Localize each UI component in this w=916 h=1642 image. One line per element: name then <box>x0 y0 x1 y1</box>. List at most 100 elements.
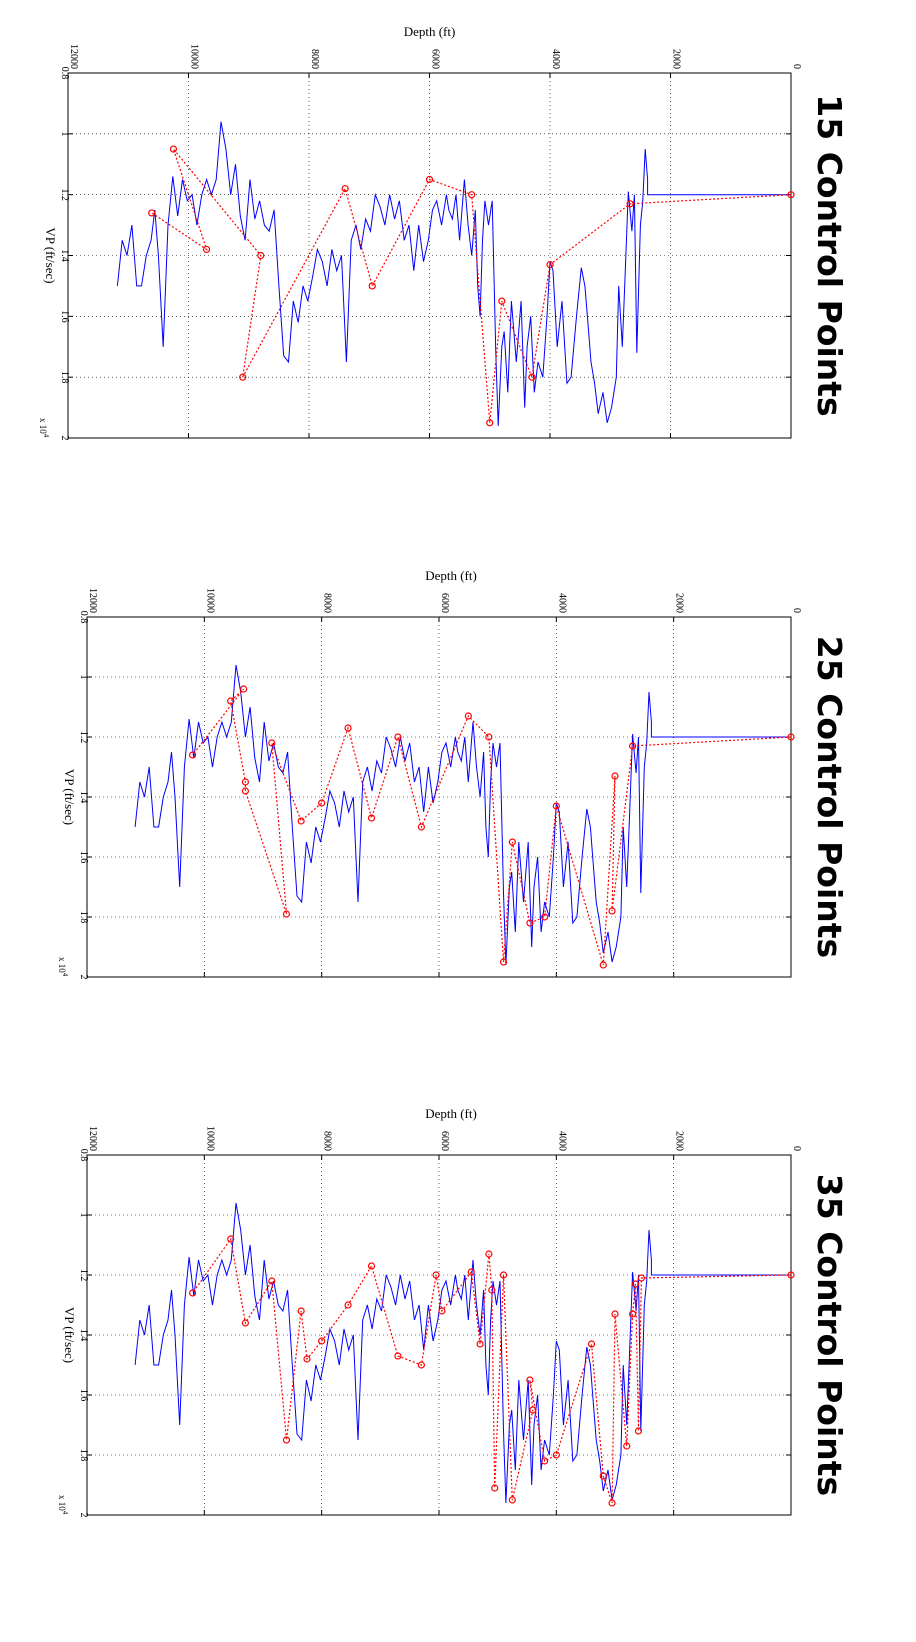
y-tick-label: 1 <box>78 1213 89 1218</box>
control-point-marker <box>239 373 247 381</box>
y-tick-label: 1.4 <box>78 791 89 804</box>
control-point-marker <box>486 419 494 427</box>
control-point-marker <box>268 739 276 747</box>
control-point-marker <box>626 200 634 208</box>
control-point-marker <box>227 697 235 705</box>
x-tick-label: 2000 <box>674 1131 685 1151</box>
control-point-marker <box>634 1427 643 1435</box>
control-point-marker <box>241 787 249 795</box>
y-tick-label: 1.6 <box>78 1389 89 1402</box>
control-point-marker <box>608 1499 616 1507</box>
x-tick-label: 0 <box>791 1146 802 1151</box>
x-tick-label: 12000 <box>87 1126 98 1151</box>
control-point-marker <box>148 209 156 217</box>
x-tick-label: 6000 <box>430 49 441 69</box>
y-tick-label: 1.8 <box>78 911 89 924</box>
y-tick-label: 1.6 <box>78 851 89 864</box>
control-point-marker <box>394 1352 402 1360</box>
x-tick-label: 10000 <box>189 44 200 69</box>
x-tick-label: 0 <box>791 64 802 69</box>
control-point-marker <box>611 772 619 780</box>
y-exponent-label: x 104 <box>57 1495 69 1515</box>
y-tick-label: 0.8 <box>59 67 70 80</box>
control-point-line <box>151 148 792 423</box>
control-point-marker <box>631 1280 640 1288</box>
control-point-marker <box>189 751 197 759</box>
control-point-marker <box>189 1289 197 1297</box>
control-point-marker <box>417 1361 425 1369</box>
control-point-marker <box>552 1451 560 1459</box>
control-point-marker <box>526 1376 534 1384</box>
control-point-marker <box>241 778 249 786</box>
x-tick-label: 0 <box>791 608 802 613</box>
x-axis-label: Depth (ft) <box>425 1106 477 1121</box>
control-point-marker <box>467 1268 475 1276</box>
control-point-marker <box>318 799 326 807</box>
vp-log-line <box>134 664 791 966</box>
y-exponent-label: x 104 <box>57 957 69 977</box>
y-tick-label: 1 <box>78 675 89 680</box>
control-point-marker <box>464 712 472 720</box>
control-point-marker <box>344 724 352 732</box>
control-point-marker <box>540 913 549 921</box>
control-point-marker <box>637 1274 646 1282</box>
control-point-marker <box>367 814 376 822</box>
control-point-marker <box>529 1406 537 1414</box>
control-point-marker <box>491 1484 499 1492</box>
control-point-marker <box>787 1271 795 1279</box>
x-tick-label: 4000 <box>550 49 561 69</box>
control-point-marker <box>417 823 425 831</box>
x-tick-label: 10000 <box>204 588 215 613</box>
x-axis-label: Depth (ft) <box>425 568 477 583</box>
control-point-marker <box>257 251 265 260</box>
control-point-marker <box>540 1457 549 1465</box>
y-tick-label: 0.8 <box>78 1149 89 1162</box>
control-point-marker <box>528 373 536 381</box>
control-point-marker <box>599 1472 607 1480</box>
control-point-marker <box>432 1271 440 1279</box>
y-tick-label: 2 <box>59 436 70 441</box>
x-tick-label: 10000 <box>204 1126 215 1151</box>
control-point-marker <box>499 958 508 966</box>
y-tick-label: 1.4 <box>59 249 70 262</box>
control-point-marker <box>341 184 349 193</box>
control-point-marker <box>611 1310 619 1318</box>
control-point-marker <box>368 282 376 290</box>
control-point-marker <box>628 1310 637 1318</box>
control-point-marker <box>608 907 616 915</box>
control-point-marker <box>498 297 506 305</box>
control-point-marker <box>169 145 178 153</box>
control-point-marker <box>303 1355 311 1363</box>
x-tick-label: 4000 <box>556 1131 567 1151</box>
control-point-marker <box>526 919 534 927</box>
y-tick-label: 0.8 <box>78 611 89 624</box>
x-tick-label: 12000 <box>87 588 98 613</box>
x-axis-label: Depth (ft) <box>404 24 456 39</box>
vp-log-line <box>134 1202 791 1504</box>
control-point-line <box>192 688 792 966</box>
x-tick-label: 12000 <box>68 44 79 69</box>
control-point-marker <box>488 1286 496 1294</box>
y-axis-label: VP (ft/sec) <box>62 1307 77 1363</box>
control-point-marker <box>485 733 493 741</box>
y-tick-label: 1.2 <box>78 1269 89 1282</box>
y-tick-label: 1.2 <box>59 188 70 201</box>
vp-log-line <box>116 121 791 426</box>
control-point-marker <box>623 1442 631 1450</box>
x-tick-label: 4000 <box>556 593 567 613</box>
control-point-marker <box>546 261 554 269</box>
y-axis-label: VP (ft/sec) <box>62 769 77 825</box>
x-tick-label: 6000 <box>439 593 450 613</box>
control-point-marker <box>394 733 402 741</box>
y-exponent-label: x 104 <box>38 418 50 438</box>
y-tick-label: 2 <box>78 1513 89 1518</box>
control-point-marker <box>499 1271 508 1279</box>
control-point-marker <box>438 1307 446 1315</box>
control-point-marker <box>318 1337 326 1345</box>
control-point-marker <box>268 1277 276 1285</box>
control-point-marker <box>297 1307 305 1315</box>
y-tick-label: 1.2 <box>78 731 89 744</box>
control-point-line <box>192 1237 792 1504</box>
